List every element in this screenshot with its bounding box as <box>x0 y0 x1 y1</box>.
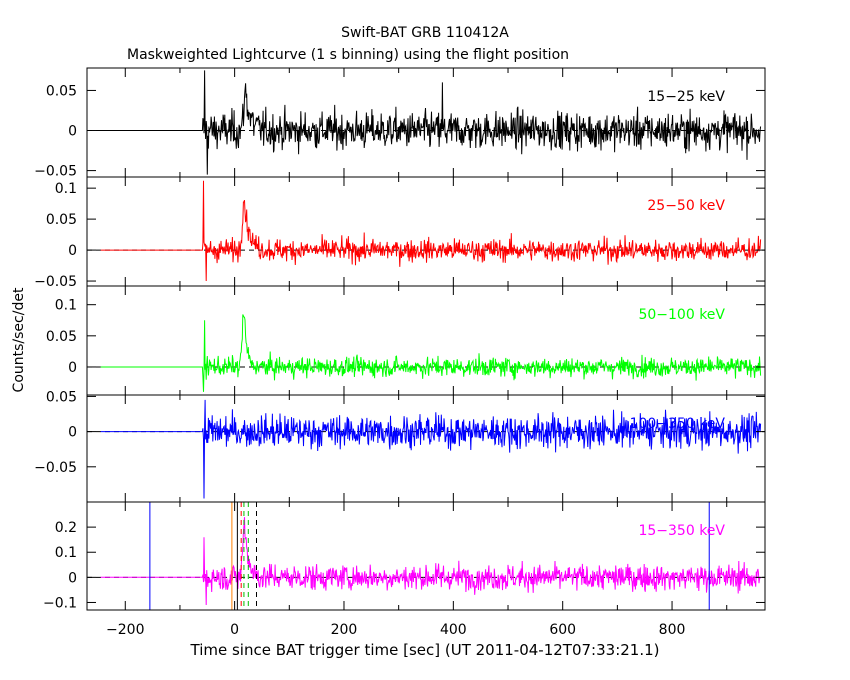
panel-label: 25−50 keV <box>647 198 725 214</box>
panel-label: 15−350 keV <box>638 523 725 539</box>
panel-2: 0.1 0.05 0 −0.05 25−50 keV <box>34 176 766 290</box>
panel-1: 0.05 0 −0.05 15−25 keV <box>34 67 766 180</box>
x-tick-label: 800 <box>659 622 686 638</box>
y-tick-label: −0.05 <box>34 460 77 476</box>
y-tick-label: −0.1 <box>43 595 77 611</box>
lightcurve-series <box>100 70 762 175</box>
y-tick-label: 0.05 <box>46 389 77 405</box>
x-tick-label: 400 <box>440 622 467 638</box>
y-tick-label: 0.05 <box>46 329 77 345</box>
y-tick-label: 0 <box>68 124 77 140</box>
y-axis-label: Counts/sec/det <box>11 287 27 392</box>
y-tick-label: −0.05 <box>34 164 77 180</box>
y-tick-label: 0 <box>68 360 77 376</box>
panel-3: 0.1 0.05 0 50−100 keV <box>46 285 766 396</box>
panel-label: 100−350 keV <box>630 416 726 432</box>
panel-label: 15−25 keV <box>647 89 725 105</box>
lightcurve-series <box>100 517 761 606</box>
panel-5: 0.2 0.1 0 −0.1 15−350 keV <box>43 501 766 611</box>
y-tick-label: 0 <box>68 570 77 586</box>
panel-frame <box>86 176 766 287</box>
lightcurve-series <box>100 399 762 499</box>
panel-4: 0.05 0 −0.05 100−350 keV <box>34 389 766 503</box>
x-axis-label: Time since BAT trigger time [sec] (UT 20… <box>190 641 660 659</box>
panels-group: 0.05 0 −0.05 15−25 keV 0.1 0.05 0 −0.05 25−50 ke… <box>34 67 766 638</box>
chart-title: Swift-BAT GRB 110412A <box>341 25 509 41</box>
y-tick-label: 0.1 <box>55 545 77 561</box>
lightcurve-series <box>100 180 762 282</box>
x-tick-label: 600 <box>549 622 576 638</box>
y-tick-label: 0 <box>68 243 77 259</box>
x-tick-label: 0 <box>230 622 239 638</box>
panel-frame <box>86 501 766 611</box>
y-tick-label: 0 <box>68 425 77 441</box>
y-tick-label: 0.1 <box>55 181 77 197</box>
panel-frame <box>86 394 766 503</box>
chart-subtitle: Maskweighted Lightcurve (1 s binning) us… <box>127 47 569 63</box>
panel-frame <box>86 285 766 396</box>
x-tick-label: −200 <box>106 622 144 638</box>
panel-label: 50−100 keV <box>638 307 725 323</box>
y-tick-label: 0.05 <box>46 212 77 228</box>
y-tick-label: 0.1 <box>55 298 77 314</box>
y-tick-label: −0.05 <box>34 274 77 290</box>
x-tick-label: 200 <box>331 622 358 638</box>
y-tick-label: 0.2 <box>55 520 77 536</box>
lightcurve-series <box>100 314 762 392</box>
y-tick-label: 0.05 <box>46 83 77 99</box>
